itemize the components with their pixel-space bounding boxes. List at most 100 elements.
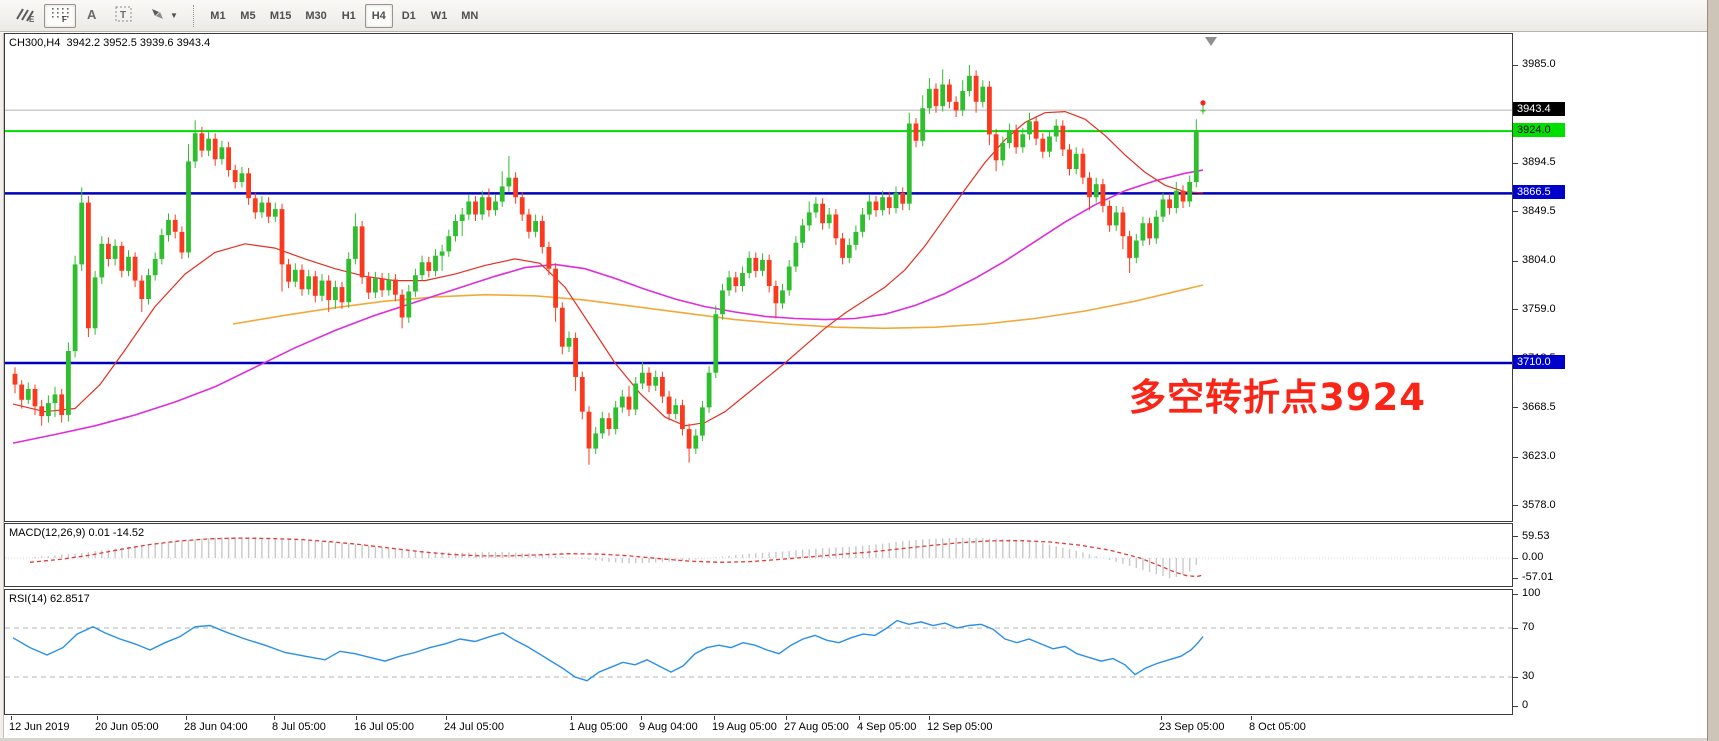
main-chart-canvas[interactable] (5, 34, 1512, 521)
toolbar-separator (192, 4, 195, 27)
price-axis[interactable]: 3985.03940.03894.53849.53804.03759.03713… (1513, 33, 1706, 738)
price-badge-3924.0[interactable]: 3924.0 (1513, 123, 1565, 138)
timeframe-m1-button[interactable]: M1 (210, 9, 226, 22)
main-chart-panel[interactable]: CH300,H4 3942.2 3952.5 3939.6 3943.4 (4, 33, 1513, 522)
axis-tick-mark (1513, 407, 1518, 409)
time-tick-label: 1 Aug 05:00 (569, 721, 628, 733)
axis-tick-mark (1513, 260, 1518, 262)
timeframe-d1-button[interactable]: D1 (401, 9, 416, 22)
axis-tick-mark (1513, 536, 1518, 538)
time-tick-label: 27 Aug 05:00 (784, 721, 849, 733)
time-tick-label: 20 Jun 05:00 (95, 721, 159, 733)
time-tick-mark (186, 716, 187, 720)
axis-tick-mark (1513, 64, 1518, 66)
time-tick-label: 24 Jul 05:00 (444, 721, 504, 733)
price-tick-label: 3985.0 (1522, 58, 1556, 70)
chart-annotation[interactable]: 多空转折点3924 (1129, 376, 1426, 419)
timeframe-group: M1 M5 M15 M30 H1 H4 D1 W1 MN (204, 3, 484, 28)
window-right-strip (1707, 0, 1719, 741)
axis-tick-mark (1513, 557, 1518, 559)
time-tick-mark (859, 716, 860, 720)
svg-text:E: E (29, 15, 35, 23)
axis-tick-mark (1513, 162, 1518, 164)
price-tick-label: 3578.0 (1522, 498, 1556, 511)
grid-toggle-icon: F (50, 5, 70, 26)
axis-tick-mark (1513, 456, 1518, 458)
time-axis[interactable]: 12 Jun 2019 20 Jun 05:00 28 Jun 04:00 8 Jul… (4, 716, 1513, 738)
font-tool-icon: A (84, 5, 100, 26)
timeframe-h4-button[interactable]: H4 (364, 3, 393, 28)
arrow-objects-icon (148, 5, 168, 26)
timeframe-w1-button[interactable]: W1 (430, 9, 448, 22)
time-tick-mark (786, 716, 787, 720)
axis-tick-mark (1513, 627, 1518, 629)
toolbar-icon-group: E F A T ▼ (8, 3, 184, 28)
time-tick-mark (1161, 716, 1162, 720)
dropdown-caret-icon: ▼ (170, 11, 178, 20)
timeframe-m30-button[interactable]: M30 (305, 9, 327, 22)
price-tick-label: 3849.5 (1522, 204, 1556, 217)
axis-tick-mark (1513, 505, 1518, 507)
macd-canvas[interactable] (5, 524, 1512, 586)
time-tick-label: 8 Jul 05:00 (272, 721, 326, 733)
time-tick-mark (97, 716, 98, 720)
price-badge-3866.5[interactable]: 3866.5 (1513, 185, 1565, 200)
time-tick-label: 19 Aug 05:00 (712, 721, 777, 733)
price-badge-3710.0[interactable]: 3710.0 (1513, 354, 1565, 369)
price-tick-label: 3804.0 (1522, 254, 1556, 267)
time-tick-label: 12 Sep 05:00 (927, 721, 993, 733)
axis-tick-mark (1513, 676, 1518, 678)
price-tick-label: 100 (1522, 587, 1541, 599)
rsi-panel[interactable]: RSI(14) 62.8517 (4, 589, 1513, 715)
svg-text:T: T (120, 10, 126, 21)
price-tick-label: 30 (1522, 670, 1535, 682)
timeframe-h1-button[interactable]: H1 (341, 9, 356, 22)
svg-text:F: F (62, 15, 67, 23)
chart-expert-icon: E (14, 5, 36, 26)
price-tick-label: 70 (1522, 621, 1535, 633)
time-tick-label: 12 Jun 2019 (9, 721, 70, 733)
axis-tick-mark (1513, 211, 1518, 213)
arrow-objects-button[interactable]: ▼ (142, 4, 184, 28)
axis-tick-mark (1513, 577, 1518, 579)
price-tick-label: 0 (1522, 699, 1529, 711)
time-tick-mark (356, 716, 357, 720)
time-tick-label: 23 Sep 05:00 (1159, 721, 1225, 733)
price-tick-label: 3668.5 (1522, 400, 1556, 413)
price-tick-label: -57.01 (1522, 571, 1554, 584)
text-label-tool-button[interactable]: T (108, 4, 140, 28)
price-tick-label: 3759.0 (1522, 302, 1556, 315)
rsi-canvas[interactable] (5, 590, 1512, 714)
macd-panel[interactable]: MACD(12,26,9) 0.01 -14.52 (4, 523, 1513, 587)
price-tick-label: 0.00 (1522, 551, 1544, 563)
time-tick-mark (714, 716, 715, 720)
grid-toggle-button[interactable]: F (44, 3, 76, 28)
time-tick-mark (641, 716, 642, 720)
price-badge-3943.4: 3943.4 (1513, 102, 1565, 117)
axis-tick-mark (1513, 705, 1518, 707)
price-tick-label: 3623.0 (1522, 450, 1556, 463)
timeframe-mn-button[interactable]: MN (461, 9, 479, 22)
time-tick-mark (274, 716, 275, 720)
font-tool-button[interactable]: A (78, 4, 106, 28)
axis-tick-mark (1513, 593, 1518, 595)
time-tick-label: 9 Aug 04:00 (639, 721, 698, 733)
chart-expert-button[interactable]: E (8, 4, 42, 28)
price-tick-label: 3894.5 (1522, 156, 1556, 169)
timeframe-m15-button[interactable]: M15 (269, 9, 292, 22)
time-tick-label: 16 Jul 05:00 (354, 721, 414, 733)
time-tick-mark (1251, 716, 1252, 720)
timeframe-m5-button[interactable]: M5 (240, 9, 256, 22)
time-tick-label: 28 Jun 04:00 (184, 721, 248, 733)
axis-tick-mark (1513, 309, 1518, 311)
window-left-edge (0, 33, 4, 738)
time-tick-mark (929, 716, 930, 720)
text-label-tool-icon: T (114, 5, 134, 26)
toolbar: E F A T ▼ M1 M5 M15 M30 H1 H4 D1 W1 MN (0, 0, 1719, 32)
time-tick-label: 8 Oct 05:00 (1249, 721, 1306, 733)
price-tick-label: 59.53 (1522, 529, 1550, 542)
time-tick-mark (571, 716, 572, 720)
time-tick-mark (11, 716, 12, 720)
time-tick-label: 4 Sep 05:00 (857, 721, 917, 733)
time-tick-mark (446, 716, 447, 720)
